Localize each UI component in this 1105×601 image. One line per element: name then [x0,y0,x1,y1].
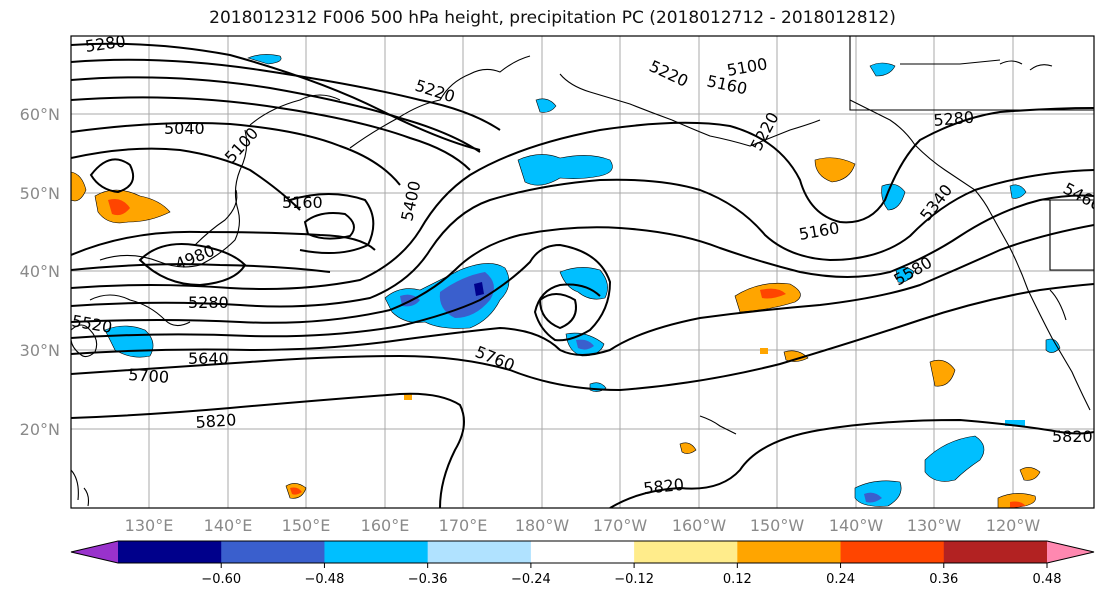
lon-label: 160°W [672,516,727,535]
colorbar-cell [221,541,325,563]
coastlines [71,36,1094,507]
contour-label: 5820 [1052,427,1093,446]
contour-label: 5160 [282,193,323,212]
colorbar-tick-label: −0.48 [305,572,345,587]
colorbar-cell [840,541,945,563]
map-border [70,35,1095,509]
lat-label: 30°N [20,341,60,360]
contour-label: 5820 [195,410,237,432]
lon-label: 160°E [361,516,410,535]
colorbar-tick-label: 0.36 [929,572,958,587]
contour-label: 5280 [933,108,975,130]
lon-label: 170°E [439,516,488,535]
colorbar-cell [427,541,532,563]
lon-label: 140°E [204,516,253,535]
colorbar-extend-low [71,541,118,563]
lon-label: 130°E [125,516,174,535]
contour-label: 5280 [188,293,229,312]
colorbar-outline [70,540,1095,564]
lat-label: 20°N [20,420,60,439]
lat-label: 60°N [20,105,60,124]
lat-label: 50°N [20,184,60,203]
colorbar-tick-label: −0.24 [511,572,551,587]
colorbar-tick-label: 0.24 [826,572,855,587]
colorbar-tick-label: 0.48 [1033,572,1062,587]
colorbar: −0.60 −0.48 −0.36 −0.24 −0.12 0.12 0.24 0.36 0.4… [70,540,1095,587]
colorbar-cell [118,541,222,563]
lon-label: 130°W [907,516,962,535]
precip-positive [71,157,1041,508]
colorbar-cell [943,541,1048,563]
colorbar-tick-label: 0.12 [723,572,752,587]
height-contours [71,42,1094,508]
lat-axis: 60°N 50°N 40°N 30°N 20°N [20,105,60,439]
colorbar-tick-label: −0.60 [201,572,241,587]
contour-label: 5820 [642,475,684,498]
colorbar-cell [324,541,429,563]
contour-label: 5700 [128,365,170,387]
lon-label: 120°W [986,516,1041,535]
colorbar-tick-label: −0.12 [614,572,654,587]
contour-label: 5280 [84,31,127,55]
colorbar-cell [634,541,738,563]
contour-label: 5640 [188,349,229,368]
colorbar-tick-label: −0.36 [408,572,448,587]
lat-label: 40°N [20,262,60,281]
colorbar-cell [530,541,635,563]
lon-label: 150°W [750,516,805,535]
contour-label: 5040 [164,119,205,138]
lon-label: 170°W [593,516,648,535]
lon-label: 140°W [829,516,884,535]
lon-label: 180°W [515,516,570,535]
colorbar-extend-high [1047,541,1094,563]
map-title: 2018012312 F006 500 hPa height, precipit… [209,8,896,28]
precip-negative [104,54,1061,507]
lon-axis: 130°E 140°E 150°E 160°E 170°E 180°W 170°… [125,516,1041,535]
colorbar-cell [737,541,842,563]
lon-label: 150°E [282,516,331,535]
